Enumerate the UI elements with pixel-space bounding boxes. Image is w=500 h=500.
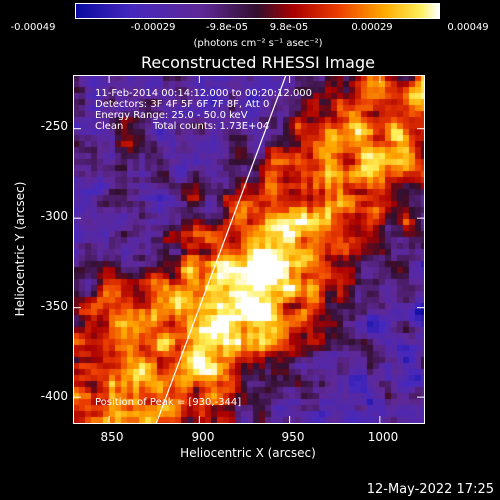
x-tick-label: 850 <box>100 430 124 444</box>
x-tick-marks <box>108 75 381 424</box>
colorbar-tick: 0.00049 <box>447 22 489 33</box>
plot-overlay <box>73 75 425 424</box>
date-stamp: 12-May-2022 17:25 <box>366 482 494 497</box>
y-tick-label: -300 <box>40 209 68 223</box>
colorbar <box>75 3 440 19</box>
x-tick-label: 900 <box>191 430 215 444</box>
colorbar-tick: 9.8e-05 <box>269 22 309 33</box>
x-tick-label: 950 <box>281 430 305 444</box>
energy-range-text: Energy Range: 25.0 - 50.0 keV <box>95 110 248 121</box>
total-counts-text: Total counts: 1.73E+04 <box>153 121 270 132</box>
time-range-text: 11-Feb-2014 00:14:12.000 to 00:20:12.000 <box>95 88 313 99</box>
y-tick-label: -400 <box>40 389 68 403</box>
y-tick-label: -350 <box>40 299 68 313</box>
colorbar-tick: -0.00049 <box>10 22 56 33</box>
y-tick-marks <box>73 128 425 398</box>
colorbar-tick: -9.8e-05 <box>206 22 248 33</box>
x-axis-title: Heliocentric X (arcsec) <box>180 446 316 460</box>
colorbar-tick: -0.00029 <box>130 22 176 33</box>
peak-position-text: Position of Peak = [930,-344] <box>95 397 242 408</box>
heatmap-image <box>73 75 425 424</box>
annotation-layer: 11-Feb-2014 00:14:12.000 to 00:20:12.000… <box>73 75 425 424</box>
y-axis-title: Heliocentric Y (arcsec) <box>13 181 27 317</box>
plot-frame <box>73 75 425 424</box>
detectors-text: Detectors: 3F 4F 5F 6F 7F 8F, Att 0 <box>95 99 270 110</box>
colorbar-unit-label: (photons cm⁻² s⁻¹ asec⁻²) <box>193 38 323 49</box>
y-tick-label: -250 <box>40 119 68 133</box>
method-text: Clean <box>95 121 124 132</box>
chart-title: Reconstructed RHESSI Image <box>141 53 375 72</box>
colorbar-tick: 0.00029 <box>351 22 393 33</box>
solar-limb-line <box>155 75 287 424</box>
colorbar-ticks: -0.00049 -0.00029 -9.8e-05 9.8e-05 0.000… <box>0 22 500 36</box>
x-tick-label: 1000 <box>367 430 399 444</box>
